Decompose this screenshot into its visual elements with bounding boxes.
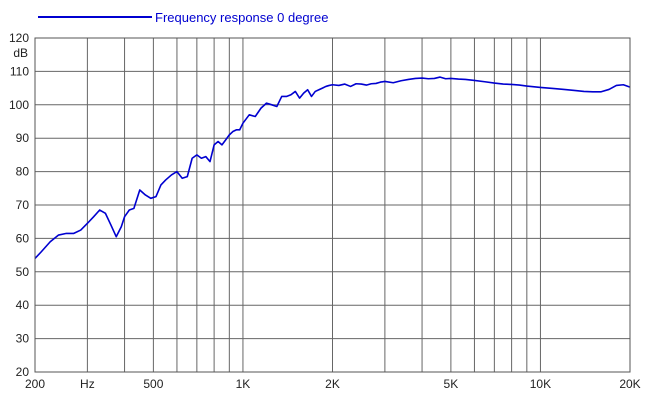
x-tick-labels: 200 Hz 500 1K 2K 5K 10K 20K <box>25 377 641 391</box>
frequency-response-line <box>34 76 631 259</box>
x-tick-label: 1K <box>236 377 251 391</box>
y-tick-labels: 20 30 40 50 60 70 80 90 100 110 120 <box>9 31 29 379</box>
y-tick-label: 40 <box>16 298 30 312</box>
y-tick-label: 100 <box>9 98 29 112</box>
y-tick-label: 120 <box>9 31 29 45</box>
plot-frame <box>34 37 631 373</box>
series-layer <box>34 76 631 259</box>
x-tick-label: 2K <box>325 377 340 391</box>
x-tick-label: 200 <box>25 377 45 391</box>
x-tick-label: 10K <box>530 377 551 391</box>
y-tick-label: 50 <box>16 265 30 279</box>
y-tick-label: 20 <box>16 365 30 379</box>
y-axis-unit-label: dB <box>13 46 28 60</box>
legend-label: Frequency response 0 degree <box>155 10 328 25</box>
x-tick-label: Hz <box>80 377 95 391</box>
x-tick-label: 500 <box>143 377 163 391</box>
y-tick-label: 80 <box>16 165 30 179</box>
y-tick-label: 70 <box>16 198 30 212</box>
x-tick-label: 20K <box>619 377 640 391</box>
legend: Frequency response 0 degree <box>38 10 328 25</box>
y-tick-label: 110 <box>10 64 29 78</box>
x-tick-label: 5K <box>444 377 459 391</box>
y-tick-label: 90 <box>16 131 30 145</box>
y-tick-label: 60 <box>16 231 30 245</box>
y-tick-label: 30 <box>16 332 30 346</box>
